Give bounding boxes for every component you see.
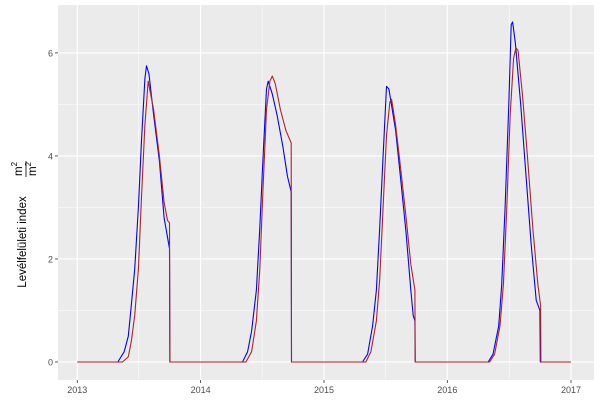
y-unit-numerator: m2 (10, 161, 25, 176)
major-gridlines (58, 5, 594, 380)
x-tick-label: 2013 (67, 385, 87, 395)
minor-gridlines (58, 5, 594, 380)
x-tick-label: 2017 (561, 385, 581, 395)
x-axis: 2013 2014 2015 2016 2017 (67, 380, 581, 395)
x-tick-label: 2016 (437, 385, 457, 395)
y-tick-label: 0 (48, 357, 53, 367)
y-axis-label: Levélfelületi index (17, 196, 29, 288)
y-axis: 0 2 4 6 (48, 48, 58, 367)
y-unit-denominator: m2 (24, 161, 39, 176)
series-lines (77, 21, 571, 363)
x-tick-label: 2014 (191, 385, 211, 395)
y-tick-label: 4 (48, 151, 53, 161)
y-axis-title: Levélfelületi index m2 m2 (10, 161, 39, 288)
x-tick-label: 2015 (314, 385, 334, 395)
series-line-2 (77, 47, 571, 363)
y-tick-label: 2 (48, 254, 53, 264)
y-tick-label: 6 (48, 48, 53, 58)
